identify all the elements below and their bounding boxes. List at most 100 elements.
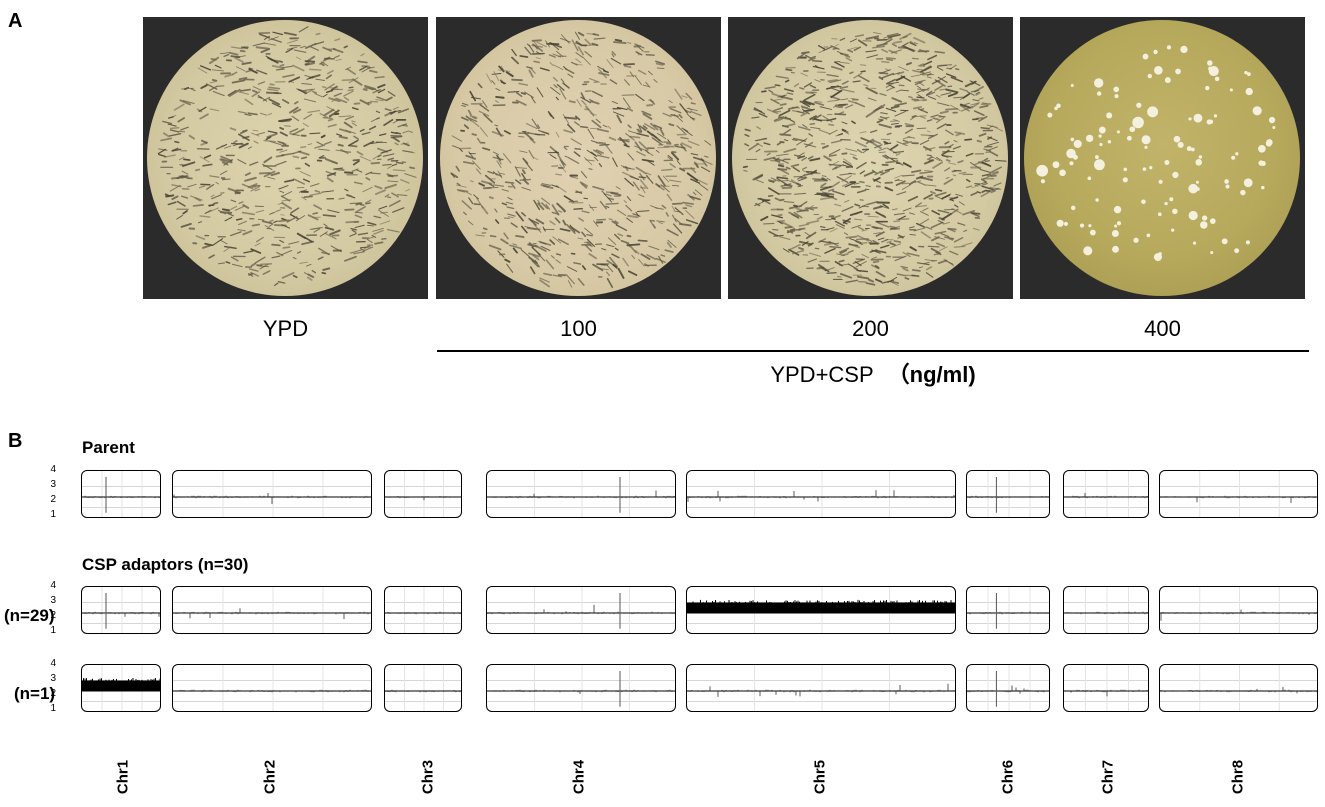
growth-streak bbox=[504, 181, 515, 184]
growth-streak bbox=[171, 184, 182, 188]
growth-streak bbox=[349, 202, 361, 205]
growth-streak bbox=[789, 244, 801, 250]
growth-streak bbox=[377, 154, 382, 158]
growth-streak bbox=[911, 269, 921, 272]
growth-streak bbox=[653, 124, 663, 129]
growth-streak bbox=[493, 71, 500, 82]
colony bbox=[1116, 130, 1120, 134]
colony bbox=[1087, 176, 1092, 181]
colony bbox=[1098, 126, 1106, 134]
growth-streak bbox=[848, 242, 861, 249]
colony bbox=[1141, 135, 1151, 145]
growth-streak bbox=[491, 130, 505, 137]
growth-streak bbox=[803, 143, 817, 148]
y-tick: 1 bbox=[50, 703, 56, 714]
growth-streak bbox=[292, 128, 305, 136]
plate-label-200: 200 bbox=[852, 316, 889, 341]
growth-streak bbox=[304, 62, 310, 66]
growth-streak bbox=[528, 256, 538, 264]
growth-streak bbox=[768, 89, 774, 94]
growth-streak bbox=[872, 178, 882, 184]
growth-streak bbox=[566, 266, 578, 272]
growth-streak bbox=[169, 129, 180, 133]
growth-streak bbox=[943, 208, 955, 211]
growth-streak bbox=[965, 185, 973, 189]
growth-streak bbox=[917, 81, 925, 87]
growth-streak bbox=[748, 142, 760, 151]
growth-streak bbox=[874, 170, 884, 176]
growth-streak bbox=[262, 96, 271, 102]
growth-streak bbox=[634, 145, 645, 151]
growth-streak bbox=[344, 115, 354, 121]
growth-streak bbox=[263, 42, 277, 46]
growth-streak bbox=[637, 69, 647, 75]
growth-streak bbox=[485, 187, 499, 189]
growth-streak bbox=[335, 58, 342, 61]
growth-streak bbox=[215, 143, 228, 150]
growth-streak bbox=[627, 42, 632, 44]
growth-streak bbox=[787, 106, 799, 110]
growth-streak bbox=[505, 201, 514, 205]
growth-streak bbox=[271, 255, 281, 259]
growth-streak bbox=[345, 220, 359, 224]
chr-plot-chr2-row2 bbox=[172, 586, 372, 634]
growth-streak bbox=[376, 158, 382, 161]
growth-streak bbox=[934, 191, 947, 197]
growth-streak bbox=[529, 137, 536, 144]
colony bbox=[1261, 185, 1265, 190]
growth-streak bbox=[328, 97, 341, 103]
growth-streak bbox=[538, 240, 547, 245]
row-label-n1: (n=1) bbox=[14, 684, 56, 703]
growth-streak bbox=[500, 65, 505, 71]
growth-streak bbox=[894, 174, 903, 179]
growth-streak bbox=[911, 169, 922, 173]
growth-streak bbox=[886, 58, 894, 61]
growth-streak bbox=[655, 183, 661, 188]
growth-streak bbox=[629, 135, 641, 139]
growth-streak bbox=[756, 126, 761, 130]
growth-streak bbox=[625, 133, 635, 141]
colony bbox=[1252, 106, 1262, 116]
growth-streak bbox=[171, 195, 179, 201]
growth-streak bbox=[872, 226, 878, 230]
growth-streak bbox=[574, 31, 580, 40]
growth-streak bbox=[959, 87, 969, 92]
growth-streak bbox=[900, 89, 909, 92]
colony bbox=[1047, 112, 1053, 118]
growth-streak bbox=[865, 86, 878, 95]
growth-streak bbox=[823, 242, 835, 246]
growth-streak bbox=[824, 193, 831, 198]
growth-streak bbox=[674, 207, 684, 216]
growth-streak bbox=[878, 76, 884, 80]
growth-streak bbox=[870, 161, 876, 165]
growth-streak bbox=[776, 213, 783, 217]
growth-streak bbox=[813, 118, 823, 122]
growth-streak bbox=[949, 250, 959, 256]
growth-streak bbox=[798, 247, 804, 250]
growth-streak bbox=[281, 272, 295, 279]
colony bbox=[1210, 251, 1214, 255]
growth-streak bbox=[879, 171, 885, 174]
growth-streak bbox=[317, 256, 324, 260]
growth-streak bbox=[916, 222, 925, 228]
growth-streak bbox=[590, 151, 597, 157]
growth-streak bbox=[872, 139, 882, 145]
growth-streak bbox=[789, 229, 796, 233]
growth-streak bbox=[314, 41, 325, 46]
growth-streak bbox=[515, 179, 522, 185]
growth-streak bbox=[205, 83, 218, 90]
growth-streak bbox=[881, 72, 895, 79]
growth-streak bbox=[913, 98, 927, 102]
growth-streak bbox=[288, 241, 300, 245]
growth-streak bbox=[476, 137, 482, 144]
growth-streak bbox=[552, 76, 558, 82]
growth-streak bbox=[607, 125, 611, 130]
growth-streak bbox=[849, 238, 862, 244]
growth-streak bbox=[515, 211, 524, 222]
growth-streak bbox=[524, 46, 532, 55]
colony bbox=[1234, 248, 1240, 254]
growth-streak bbox=[563, 195, 575, 203]
growth-streak bbox=[580, 171, 588, 179]
growth-streak bbox=[268, 98, 280, 106]
growth-streak bbox=[462, 161, 475, 165]
